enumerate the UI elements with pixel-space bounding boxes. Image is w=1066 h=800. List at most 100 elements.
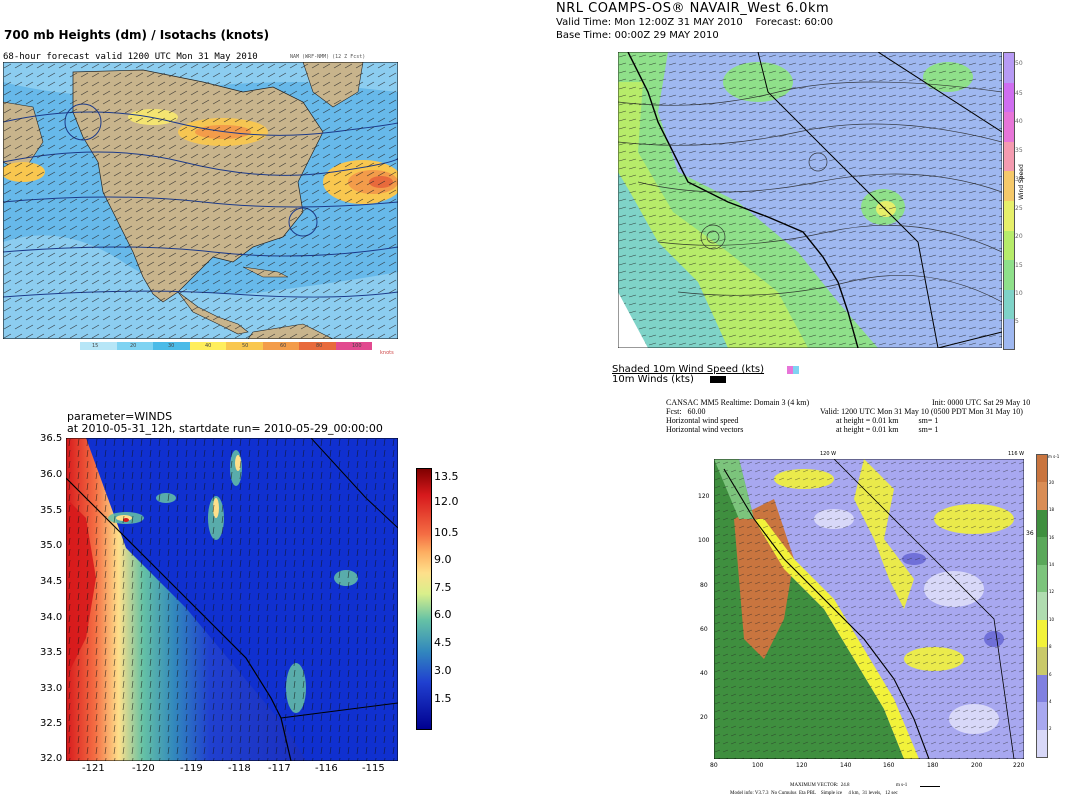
y-tick: 33.5 [40,647,63,658]
x-tick: 100 [752,762,764,769]
x-tick: -120 [132,763,155,774]
footer-unit: m s-1 [896,783,908,788]
colorbar-segment [1037,619,1047,648]
colorbar-tick: 9.0 [434,553,452,566]
y-tick: 40 [700,670,708,677]
colorbar-tick: 3.0 [434,664,452,677]
param-subtitle: at 2010-05-31_12h, startdate run= 2010-0… [67,422,383,435]
colorbar-tick: 15 [1015,262,1023,269]
colorbar-tick: 10.5 [434,526,459,539]
x-tick: 180 [927,762,939,769]
colorbar-segment [1037,674,1047,703]
y-tick: 36.5 [40,433,63,444]
reference-arrow [920,786,940,787]
x-tick: 120 [796,762,808,769]
colorbar-tick: 5 [1015,318,1019,325]
colorbar-segment [1037,482,1047,510]
x-tick: 80 [710,762,718,769]
coamps-map [618,52,1002,348]
colorbar-segment [1004,289,1014,320]
y-tick: 36.0 [40,469,63,480]
y-tick: 100 [698,537,710,544]
y-tick: 34.0 [40,612,63,623]
colorbar-segment [1004,112,1014,142]
header-right: Init: 0000 UTC Sat 29 May 10 [932,398,1031,407]
legend-tick: 30 [168,343,175,349]
colorbar-segment [1037,592,1047,620]
legend-tick: 60 [280,343,287,349]
colorbar-unit: m s-1 [1048,454,1060,459]
panel-title: NRL COAMPS-OS® NAVAIR_West 6.0km [556,1,830,16]
colorbar-tick: 12 [1049,589,1055,594]
colorbar-tick: 7.5 [434,581,452,594]
legend-tick: 80 [316,343,323,349]
colorbar-tick: 13.5 [434,470,459,483]
synoptic-map [3,62,398,339]
panel-bottom-right: CANSAC MM5 Realtime: Domain 3 (4 km) Fcs… [660,396,1066,800]
colorbar-segment [1037,537,1047,565]
colorbar-tick: 4.5 [434,636,452,649]
x-tick: 160 [883,762,895,769]
colorbar-label: Wind Speed [1018,164,1025,200]
colorbar-tick: 20 [1015,233,1023,240]
y-tick: 20 [700,714,708,721]
colorbar-segment [1037,564,1047,593]
wind-speed-colorbar [1003,52,1015,350]
y-tick: 35.5 [40,505,63,516]
y-tick: 32.5 [40,718,63,729]
legend-tick: 100 [352,343,362,349]
legend-swatch [189,342,226,350]
header-right: Valid: 1200 UTC Mon 31 May 10 (0500 PDT … [820,407,1023,416]
panel-top-left: 700 mb Heights (dm) / Isotachs (knots) 6… [0,0,400,360]
winds-colorbar [416,468,432,730]
colorbar-tick: 12.0 [434,495,459,508]
x-tick: 200 [971,762,983,769]
footer-model-info: Model info: V3.7.3 No Cumulus Eta PBL Si… [730,791,898,796]
mm5-wind-map [714,459,1024,759]
colorbar-segment [1037,455,1047,483]
y-tick: 60 [700,626,708,633]
footer-max-vector: MAXIMUM VECTOR: 24.8 [790,783,850,788]
header-right: at height = 0.01 km sm= 1 [836,416,939,425]
colorbar-tick: 30 [1015,176,1023,183]
x-tick: -117 [268,763,291,774]
panel-title: 700 mb Heights (dm) / Isotachs (knots) [4,28,270,42]
colorbar-segment [1004,53,1014,83]
colorbar-tick: 1.5 [434,692,452,705]
header-left: Fcst: 60.00 [666,407,706,416]
legend-swatch-cyan [793,366,799,374]
legend-swatch [116,342,153,350]
x-tick: 140 [840,762,852,769]
y-tick: 33.0 [40,683,63,694]
legend-unit: knots [380,350,394,356]
legend-swatch [335,342,372,350]
valid-time: Valid Time: Mon 12:00Z 31 MAY 2010 Forec… [556,17,834,28]
legend-swatch [80,342,117,350]
legend-tick: 15 [92,343,99,349]
header-right: at height = 0.01 km sm= 1 [836,425,939,434]
corner-note: NAM (WRF-NMM) (12 Z Fcst) [290,54,366,60]
colorbar-tick: 8 [1049,644,1052,649]
x-tick: 220 [1013,762,1025,769]
colorbar-tick: 10 [1049,617,1055,622]
panel-subtitle: 68-hour forecast valid 1200 UTC Mon 31 M… [3,52,258,62]
y-tick: 34.5 [40,576,63,587]
colorbar-segment [1004,141,1014,172]
legend-swatch-black [710,376,726,383]
legend-swatch-pink [787,366,793,374]
y-tick: 120 [698,493,710,500]
mm5-colorbar [1036,454,1048,758]
colorbar-tick: 18 [1049,507,1055,512]
header-left: Horizontal wind speed [666,416,739,425]
colorbar-segment [1004,82,1014,113]
header-left: CANSAC MM5 Realtime: Domain 3 (4 km) [666,398,810,407]
colorbar-tick: 14 [1049,562,1055,567]
legend-tick: 20 [130,343,137,349]
colorbar-segment [1037,729,1047,757]
x-tick: -115 [362,763,385,774]
colorbar-tick: 40 [1015,118,1023,125]
colorbar-tick: 50 [1015,60,1023,67]
colorbar-tick: 16 [1049,535,1055,540]
x-tick: -119 [180,763,203,774]
y-tick: 35.0 [40,540,63,551]
